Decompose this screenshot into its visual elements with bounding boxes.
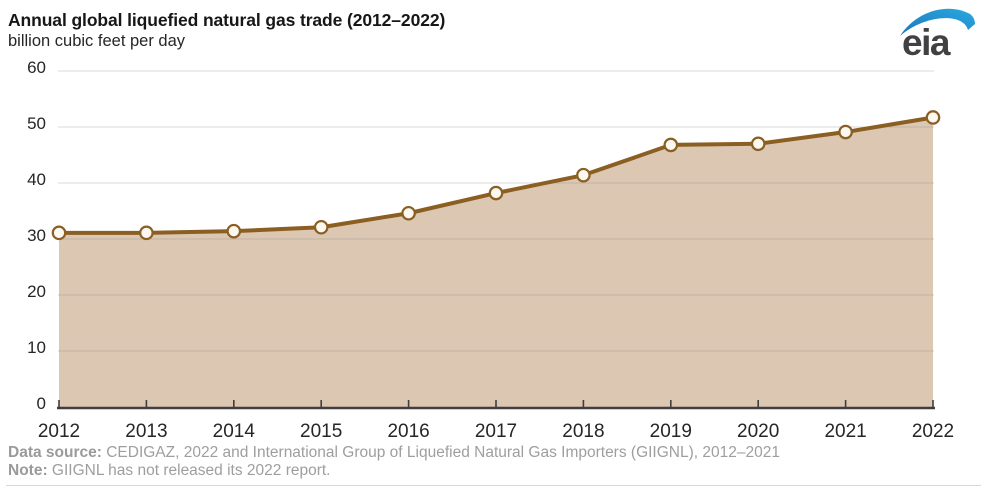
x-axis-label-2020: 2020 xyxy=(737,421,779,442)
data-point-2016 xyxy=(401,205,416,221)
area-fill xyxy=(59,117,933,407)
x-axis-label-2014: 2014 xyxy=(213,421,256,442)
chart-unit-subtitle: billion cubic feet per day xyxy=(8,32,186,50)
x-axis-label-2013: 2013 xyxy=(125,421,167,442)
data-point-2015 xyxy=(313,219,329,235)
data-point-2018 xyxy=(576,167,591,183)
x-axis-label-2022: 2022 xyxy=(912,421,954,442)
note-text: GIIGNL has not released its 2022 report. xyxy=(47,462,331,479)
x-axis-label-2015: 2015 xyxy=(300,421,342,442)
x-axis-label-2018: 2018 xyxy=(562,421,604,442)
chart-title: Annual global liquefied natural gas trad… xyxy=(8,10,446,30)
y-axis-label-20: 20 xyxy=(27,282,46,301)
data-point-2022 xyxy=(925,110,941,125)
note-line: Note: GIIGNL has not released its 2022 r… xyxy=(8,462,983,480)
bottom-divider xyxy=(6,485,981,486)
x-axis-label-2021: 2021 xyxy=(824,421,866,442)
data-point-2012 xyxy=(51,225,67,241)
y-axis-label-50: 50 xyxy=(27,114,46,133)
x-axis-label-2012: 2012 xyxy=(38,421,80,442)
eia-logo: eia xyxy=(900,8,975,63)
x-axis-label-2017: 2017 xyxy=(475,421,517,442)
note-label: Note: xyxy=(8,462,48,479)
eia-logo-swoosh-icon xyxy=(900,8,975,36)
data-point-2019 xyxy=(663,137,679,153)
x-axis-label-2019: 2019 xyxy=(650,421,692,442)
data-source-label: Data source: xyxy=(8,444,102,461)
data-point-2013 xyxy=(139,225,154,241)
data-point-2014 xyxy=(226,223,242,239)
y-axis-label-40: 40 xyxy=(27,170,46,189)
data-point-2021 xyxy=(838,124,853,140)
y-axis-label-60: 60 xyxy=(27,58,46,77)
data-source-text: CEDIGAZ, 2022 and International Group of… xyxy=(101,444,780,461)
y-axis-label-30: 30 xyxy=(27,226,46,245)
x-axis-label-2016: 2016 xyxy=(387,421,429,442)
lng-trade-area-chart: 0 10 20 30 40 50 60 2012 2013 2014 2015 2016 2017 201… xyxy=(27,58,954,442)
data-point-2017 xyxy=(488,185,504,201)
y-axis-label-0: 0 xyxy=(37,394,46,413)
y-axis-label-10: 10 xyxy=(27,338,46,357)
chart-footer: Data source: CEDIGAZ, 2022 and Internati… xyxy=(8,444,983,480)
data-source-line: Data source: CEDIGAZ, 2022 and Internati… xyxy=(8,444,983,462)
eia-logo-text: eia xyxy=(902,22,951,63)
data-point-2020 xyxy=(750,136,766,152)
